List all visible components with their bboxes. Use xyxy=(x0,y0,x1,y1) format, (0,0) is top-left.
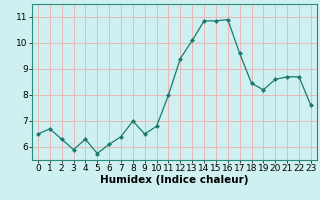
X-axis label: Humidex (Indice chaleur): Humidex (Indice chaleur) xyxy=(100,175,249,185)
